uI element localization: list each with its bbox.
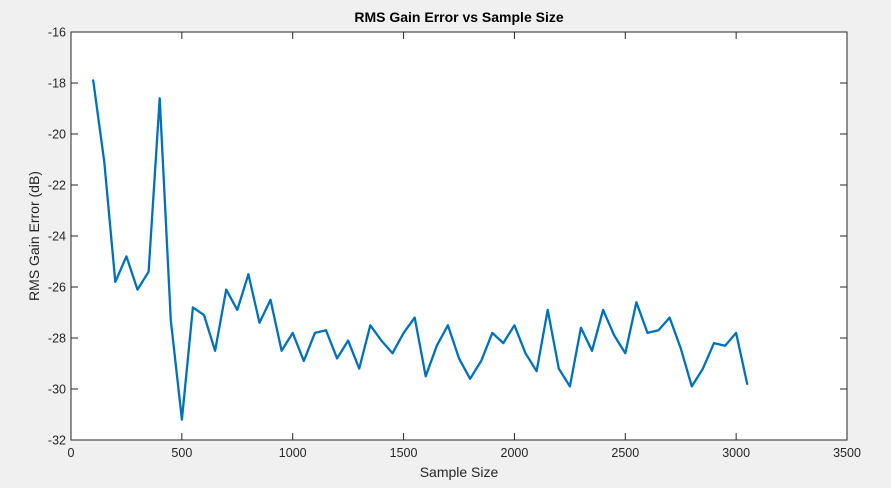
y-tick-label: -22 <box>48 179 66 193</box>
y-axis-label: RMS Gain Error (dB) <box>26 171 42 301</box>
y-tick-label: -16 <box>48 26 66 40</box>
chart-title: RMS Gain Error vs Sample Size <box>354 9 564 25</box>
x-axis-label: Sample Size <box>420 464 499 480</box>
series-line <box>92 79 749 421</box>
y-tick-label: -26 <box>48 281 66 295</box>
y-tick-label: -28 <box>48 332 66 346</box>
x-axis: 0 500 1000 1500 2000 2500 3000 3500 <box>68 32 861 460</box>
x-tick-label: 500 <box>171 446 192 460</box>
y-tick-label: -24 <box>48 230 66 244</box>
x-tick-label: 0 <box>68 446 75 460</box>
y-tick-label: -32 <box>48 434 66 448</box>
y-axis: -32 -30 -28 -26 -24 -22 -20 -18 -16 <box>48 26 847 448</box>
x-tick-label: 3500 <box>833 446 861 460</box>
x-tick-label: 1000 <box>279 446 307 460</box>
y-tick-label: -18 <box>48 77 66 91</box>
x-tick-label: 1500 <box>390 446 418 460</box>
y-tick-label: -30 <box>48 383 66 397</box>
plot-area <box>70 31 848 441</box>
x-tick-label: 3000 <box>722 446 750 460</box>
x-tick-label: 2000 <box>501 446 529 460</box>
x-tick-label: 2500 <box>611 446 639 460</box>
y-tick-label: -20 <box>48 128 66 142</box>
